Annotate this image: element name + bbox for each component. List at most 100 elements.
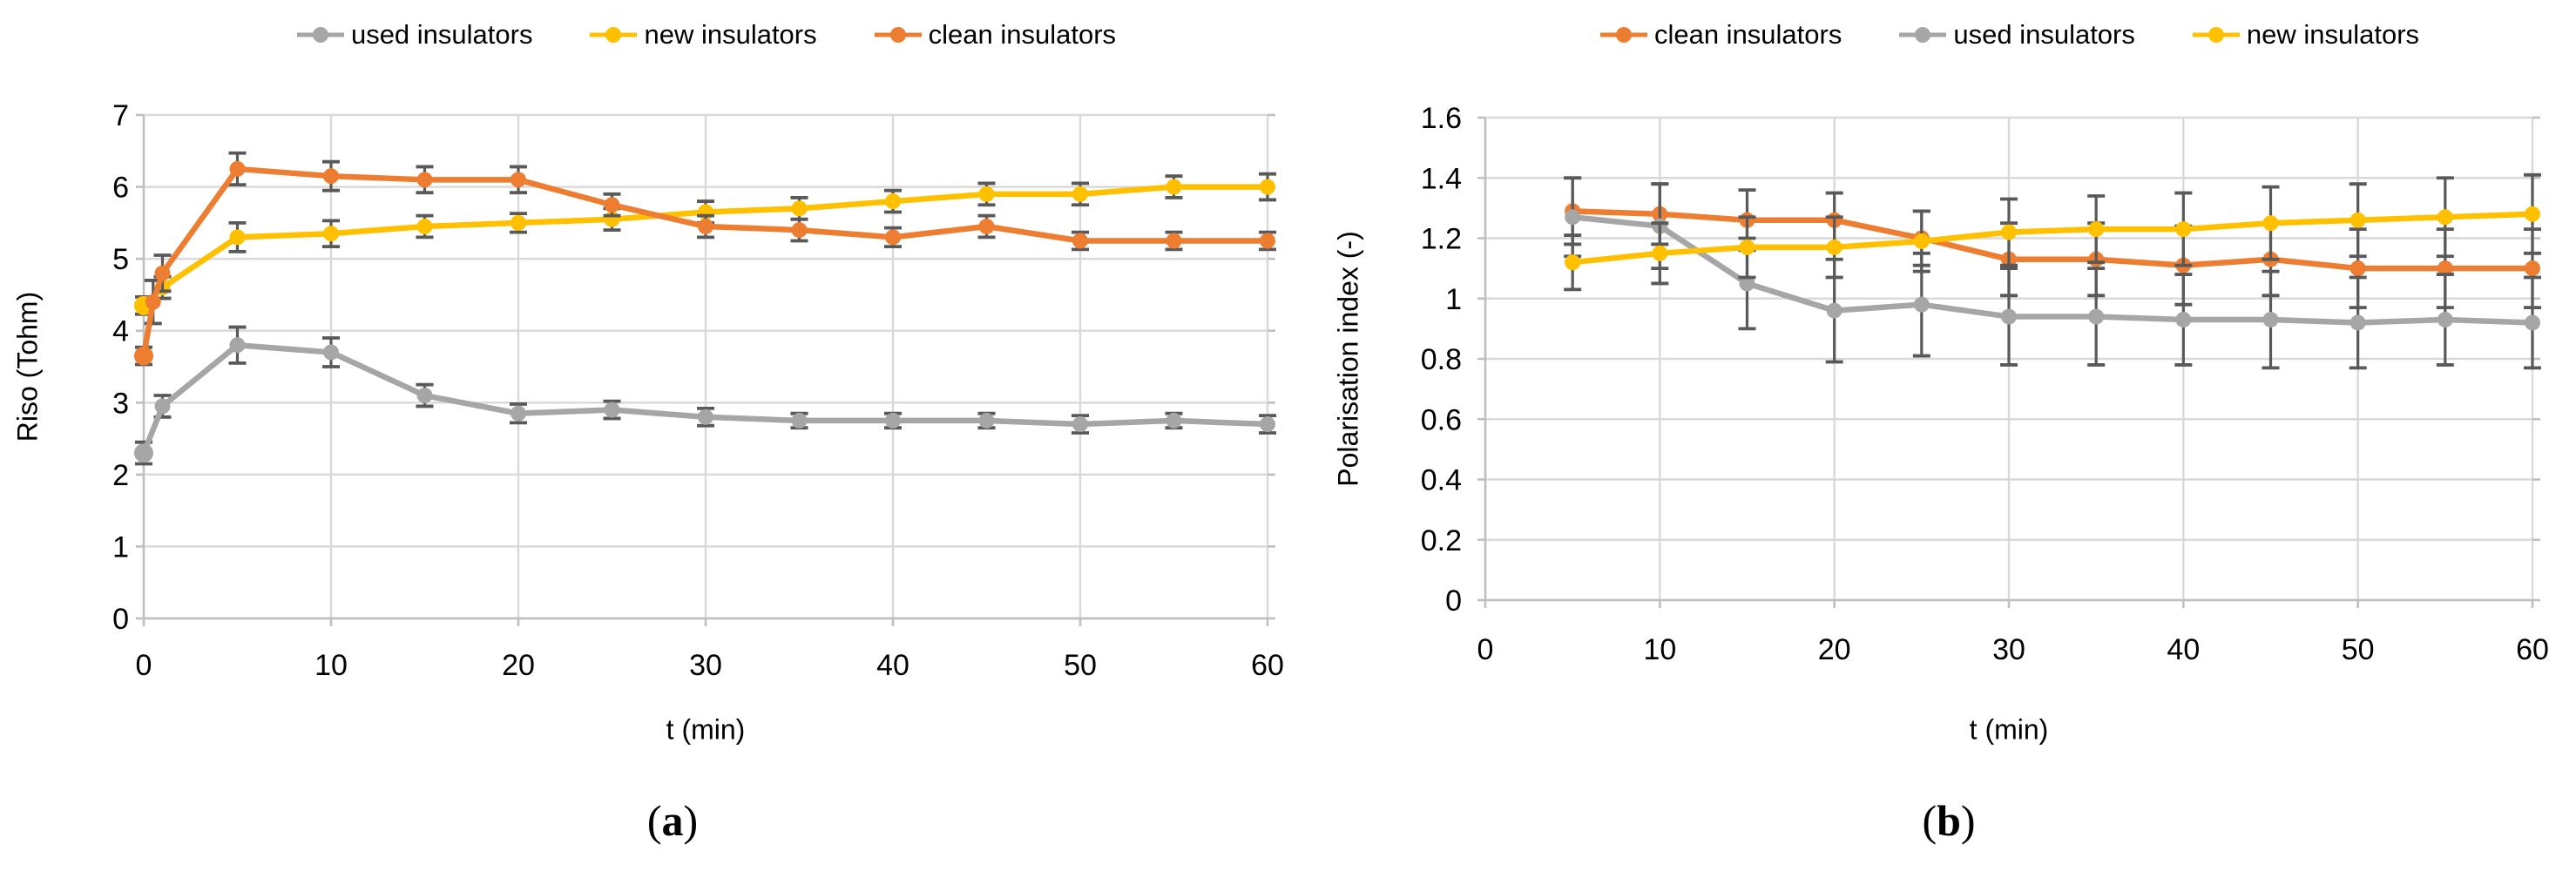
y-tick-label: 6 <box>112 172 129 205</box>
x-axis-title-b: t (min) <box>1969 713 2049 746</box>
data-point-marker <box>698 408 713 425</box>
data-point-marker <box>2525 314 2540 331</box>
data-point-marker <box>978 186 995 202</box>
data-point-marker <box>885 193 901 210</box>
data-point-marker <box>1913 233 1930 249</box>
data-point-marker <box>229 229 246 246</box>
x-tick-label: 30 <box>1992 633 2025 666</box>
series-line <box>140 341 1271 456</box>
data-point-marker <box>229 337 246 354</box>
x-tick-label: 40 <box>876 649 909 682</box>
legend-label: clean insulators <box>1653 19 1842 50</box>
x-tick-label: 10 <box>314 649 348 682</box>
tick-labels-a: 0 1 2 3 4 5 6 7 0 10 20 30 40 50 60 <box>112 99 1284 682</box>
legend-b: clean insulators used insulators new insul… <box>1485 12 2532 57</box>
caption-a-open: ( <box>646 796 662 845</box>
x-tick-label: 30 <box>689 649 722 682</box>
x-tick-label: 60 <box>2516 633 2549 666</box>
data-point-marker <box>1739 239 1755 255</box>
data-point-marker <box>134 346 153 366</box>
data-point-marker <box>2088 221 2105 238</box>
data-point-marker <box>978 412 995 429</box>
caption-b-open: ( <box>1922 796 1937 845</box>
legend-a: used insulators new insulators clean insul… <box>144 12 1268 57</box>
x-tick-label: 0 <box>1477 633 1494 666</box>
y-tick-label: 2 <box>112 459 129 492</box>
y-axis-title-a: Riso (Tohm) <box>11 291 44 442</box>
plot-area-a: 0 1 2 3 4 5 6 7 0 10 20 30 40 50 60 <box>112 99 1284 682</box>
data-point-marker <box>791 200 808 217</box>
data-point-marker <box>134 443 153 463</box>
data-point-marker <box>2175 221 2192 238</box>
legend-label: new insulators <box>2246 19 2420 50</box>
error-bars <box>1564 176 2541 370</box>
y-tick-label: 1.4 <box>1421 162 1462 195</box>
series-line <box>1569 208 2536 272</box>
legend-item-new-insulators: new insulators <box>2191 19 2419 51</box>
series-used-insulators <box>1564 176 2541 370</box>
x-tick-label: 20 <box>502 649 535 682</box>
legend-item-clean-insulators: clean insulators <box>873 19 1116 51</box>
data-point-marker <box>2350 260 2366 277</box>
data-point-marker <box>416 388 433 404</box>
data-point-marker <box>791 222 808 239</box>
y-tick-label: 1 <box>1445 283 1462 316</box>
data-point-marker <box>323 226 339 242</box>
data-point-marker <box>1260 233 1275 249</box>
axes-b <box>1477 116 2540 608</box>
data-point-marker <box>791 412 808 429</box>
data-point-marker <box>1260 179 1275 195</box>
data-point-marker <box>2525 260 2540 277</box>
data-point-marker <box>2262 215 2279 232</box>
caption-b: (b) <box>1922 795 1975 846</box>
series-line <box>1569 211 2536 266</box>
data-point-marker <box>1260 416 1275 433</box>
y-tick-label: 3 <box>112 387 129 420</box>
data-point-marker <box>2437 311 2453 327</box>
data-point-marker <box>2437 260 2453 277</box>
y-tick-label: 0.8 <box>1421 343 1462 376</box>
data-point-marker <box>416 218 433 234</box>
y-axis-title-b: Polarisation index (-) <box>1332 231 1364 487</box>
data-point-marker <box>416 172 433 188</box>
series-line <box>1569 214 2536 326</box>
data-point-marker <box>2088 308 2105 325</box>
data-point-marker <box>154 398 171 415</box>
caption-a-close: ) <box>683 796 699 845</box>
caption-b-close: ) <box>1960 796 1976 845</box>
data-point-marker <box>2437 209 2453 226</box>
data-point-marker <box>154 265 171 281</box>
x-tick-label: 10 <box>1643 633 1676 666</box>
legend-item-used-insulators: used insulators <box>295 19 532 51</box>
caption-b-letter: b <box>1937 796 1961 845</box>
data-point-marker <box>885 412 901 429</box>
y-tick-label: 0 <box>1445 584 1462 618</box>
y-tick-label: 0.4 <box>1421 464 1462 497</box>
series-used-insulators <box>134 325 1276 466</box>
legend-label: clean insulators <box>928 19 1117 50</box>
data-point-marker <box>510 172 526 188</box>
legend-item-new-insulators: new insulators <box>588 19 817 51</box>
data-point-marker <box>2001 224 2017 240</box>
data-point-marker <box>604 197 620 213</box>
y-tick-label: 0.6 <box>1421 403 1462 436</box>
y-tick-label: 5 <box>112 243 129 276</box>
data-point-marker <box>1739 275 1755 292</box>
x-axis-title-a: t (min) <box>666 713 746 746</box>
y-tick-label: 1.6 <box>1421 102 1462 135</box>
legend-line-marker-icon <box>2192 27 2240 43</box>
y-tick-label: 0 <box>112 603 129 636</box>
data-point-marker <box>2350 212 2366 228</box>
legend-item-clean-insulators: clean insulators <box>1599 19 1842 51</box>
legend-line-marker-icon <box>1599 27 1647 43</box>
axes-a <box>136 113 1275 626</box>
data-point-marker <box>323 168 339 185</box>
data-point-marker <box>885 229 901 246</box>
data-point-marker <box>1913 296 1930 313</box>
data-point-marker <box>323 344 339 361</box>
plot-area-b: 0 0.2 0.4 0.6 0.8 1 1.2 1.4 1.6 0 10 20 30 40 50 60 <box>1421 102 2549 666</box>
legend-line-marker-icon <box>1899 27 1947 43</box>
legend-label: new insulators <box>644 19 817 50</box>
data-point-marker <box>1826 239 1842 255</box>
